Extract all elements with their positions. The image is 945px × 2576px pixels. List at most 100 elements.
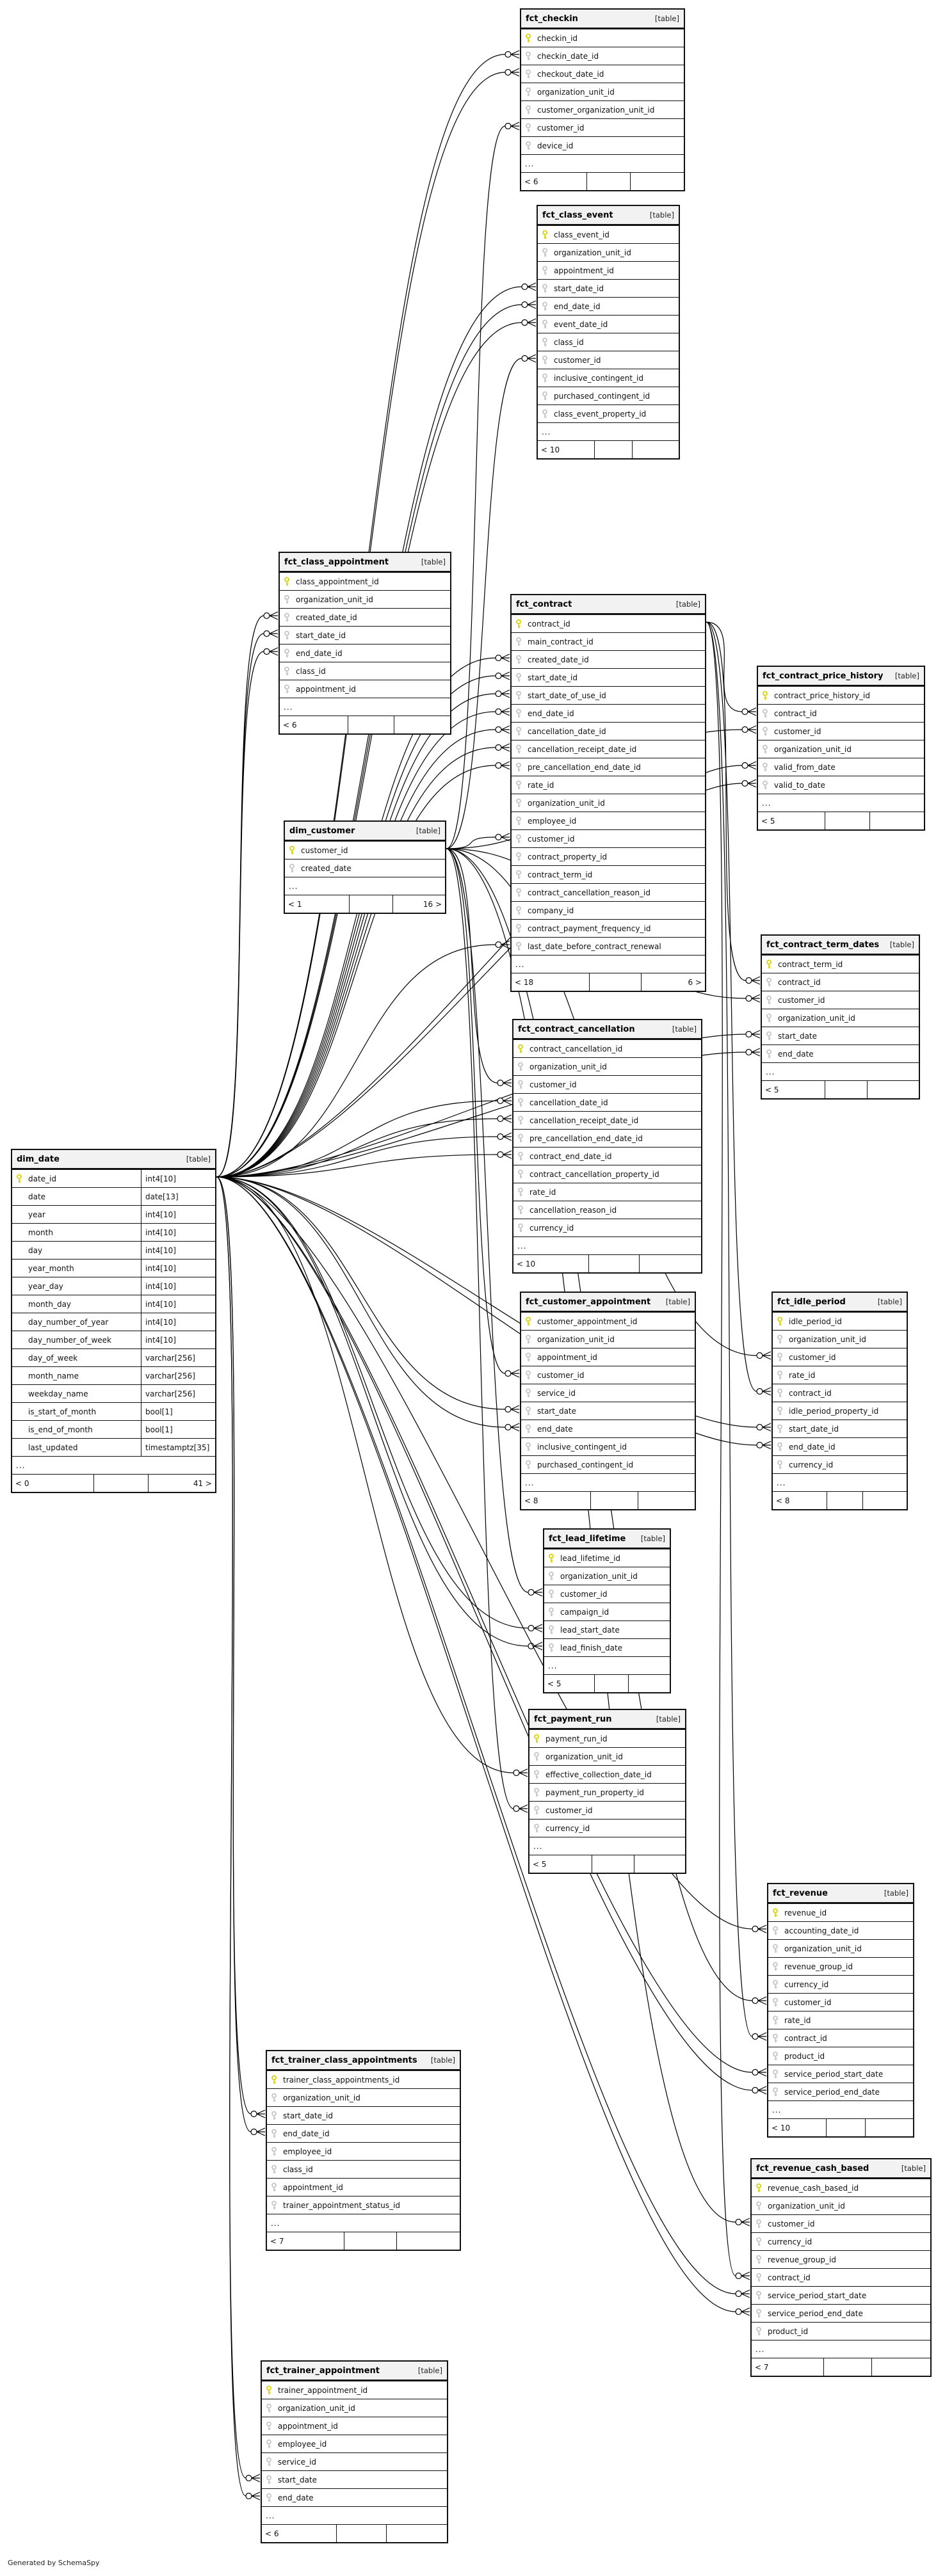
hidden-columns-ellipsis: ... [544, 1656, 670, 1674]
column-name: revenue_group_id [768, 2255, 836, 2264]
table-footer: < 1 16 > [285, 895, 445, 913]
table-header-dim_date[interactable]: dim_date [table] [12, 1150, 215, 1169]
table-header-fct_class_appointment[interactable]: fct_class_appointment [table] [280, 553, 450, 572]
primary-key-icon [762, 691, 770, 701]
table-fct_payment_run[interactable]: fct_payment_run [table] payment_run_id orga… [528, 1709, 686, 1874]
foreign-key-icon [284, 648, 291, 659]
crow-foot-glyph [503, 1132, 512, 1141]
column-name: start_date [778, 1031, 818, 1041]
table-fct_trainer_class_appointments[interactable]: fct_trainer_class_appointments [table] tra… [266, 2050, 461, 2251]
foreign-key-icon [772, 2069, 780, 2079]
column-row-currency_id: currency_id [513, 1219, 701, 1236]
foreign-key-icon [755, 2308, 763, 2319]
table-header-fct_contract_term_dates[interactable]: fct_contract_term_dates [table] [762, 936, 919, 955]
column-row-month_name: month_name varchar[256] [12, 1366, 215, 1385]
degree-hidden-count: < 18 [515, 977, 534, 987]
column-row-customer_id: customer_id [762, 991, 919, 1009]
table-fct_checkin[interactable]: fct_checkin [table] checkin_id checkin_date… [520, 8, 685, 191]
foreign-key-icon [755, 2273, 763, 2283]
column-row-service_period_start_date: service_period_start_date [752, 2286, 930, 2304]
foreign-key-icon [542, 355, 549, 365]
table-header-dim_customer[interactable]: dim_customer [table] [285, 822, 445, 841]
table-tag: [table] [901, 2164, 926, 2173]
column-name: appointment_id [554, 266, 614, 275]
column-row-contract_id: contract_id [758, 704, 924, 722]
foreign-key-icon [533, 1752, 541, 1762]
zero-circle-glyph [756, 1423, 763, 1431]
column-row-main_contract_id: main_contract_id [512, 632, 705, 650]
column-row-cancellation_date_id: cancellation_date_id [512, 722, 705, 740]
table-title: fct_contract [516, 599, 572, 609]
table-dim_date[interactable]: dim_date [table] date_id int4[10] date date[1… [11, 1149, 216, 1493]
column-name: end_date_id [283, 2129, 330, 2138]
table-footer: < 5 [529, 1855, 685, 1873]
degree-children-count [628, 1674, 670, 1693]
foreign-key-icon [515, 906, 523, 916]
column-name: start_date [537, 1406, 577, 1416]
column-name: service_id [278, 2457, 316, 2467]
zero-circle-glyph [528, 1588, 535, 1596]
table-header-fct_revenue_cash_based[interactable]: fct_revenue_cash_based [table] [752, 2159, 930, 2179]
column-row-end_date_id: end_date_id [280, 644, 450, 662]
table-fct_revenue_cash_based[interactable]: fct_revenue_cash_based [table] revenue_cas… [750, 2158, 932, 2377]
column-row-contract_property_id: contract_property_id [512, 847, 705, 865]
column-name: start_date_id [554, 284, 604, 293]
column-name: customer_id [537, 1370, 585, 1380]
column-name: day_number_of_year [28, 1317, 109, 1327]
crow-foot-glyph [757, 2032, 767, 2041]
zero-circle-glyph [250, 2110, 257, 2118]
foreign-key-icon [542, 266, 549, 276]
column-row-trainer_appointment_id: trainer_appointment_id [262, 2381, 447, 2399]
column-row-employee_id: employee_id [512, 812, 705, 829]
zero-circle-glyph [735, 2218, 742, 2226]
degree-middle-cell [588, 973, 642, 991]
table-fct_customer_appointment[interactable]: fct_customer_appointment [table] customer_… [520, 1292, 696, 1510]
fk-edge-fct_lead_lifetime-customer_id [446, 848, 529, 1593]
table-header-fct_idle_period[interactable]: fct_idle_period [table] [773, 1293, 907, 1312]
table-footer: < 5 [762, 1080, 919, 1099]
column-row-organization_unit_id: organization_unit_id [758, 740, 924, 758]
column-name: organization_unit_id [278, 2403, 355, 2413]
column-row-employee_id: employee_id [262, 2435, 447, 2452]
zero-circle-glyph [245, 2474, 252, 2482]
table-header-fct_revenue[interactable]: fct_revenue [table] [768, 1884, 913, 1903]
table-header-fct_lead_lifetime[interactable]: fct_lead_lifetime [table] [544, 1530, 670, 1549]
table-fct_revenue[interactable]: fct_revenue [table] revenue_id accounting_d… [767, 1883, 914, 2138]
table-header-fct_contract[interactable]: fct_contract [table] [512, 595, 705, 614]
table-fct_class_appointment[interactable]: fct_class_appointment [table] class_appoin… [279, 552, 451, 735]
foreign-key-icon [766, 1049, 773, 1059]
column-row-contract_cancellation_property_id: contract_cancellation_property_id [513, 1165, 701, 1183]
table-fct_lead_lifetime[interactable]: fct_lead_lifetime [table] lead_lifetime_id… [543, 1528, 671, 1693]
crow-foot-glyph [501, 671, 510, 680]
table-fct_contract_term_dates[interactable]: fct_contract_term_dates [table] contract_t… [761, 934, 920, 1100]
table-fct_contract_cancellation[interactable]: fct_contract_cancellation [table] contract… [512, 1019, 702, 1274]
column-name: company_id [528, 906, 574, 915]
table-header-fct_trainer_class_appointments[interactable]: fct_trainer_class_appointments [table] [267, 2051, 460, 2070]
table-header-fct_checkin[interactable]: fct_checkin [table] [521, 10, 684, 29]
table-header-fct_customer_appointment[interactable]: fct_customer_appointment [table] [521, 1293, 695, 1312]
table-fct_contract_price_history[interactable]: fct_contract_price_history [table] contrac… [757, 666, 925, 831]
table-header-fct_trainer_appointment[interactable]: fct_trainer_appointment [table] [262, 2362, 447, 2381]
zero-circle-glyph [745, 1048, 752, 1056]
degree-children-count [396, 2232, 460, 2250]
table-fct_idle_period[interactable]: fct_idle_period [table] idle_period_id orga… [771, 1292, 908, 1510]
column-row-currency_id: currency_id [773, 1455, 907, 1473]
column-name: start_date_id [789, 1424, 839, 1434]
table-header-fct_contract_cancellation[interactable]: fct_contract_cancellation [table] [513, 1020, 701, 1039]
table-fct_trainer_appointment[interactable]: fct_trainer_appointment [table] trainer_ap… [261, 2360, 448, 2543]
crow-foot-glyph [527, 300, 537, 309]
column-row-organization_unit_id: organization_unit_id [538, 243, 679, 261]
table-fct_contract[interactable]: fct_contract [table] contract_id main_contr… [510, 594, 706, 992]
table-dim_customer[interactable]: dim_customer [table] customer_id created_da… [284, 820, 446, 914]
degree-children-count [871, 2358, 930, 2376]
zero-circle-glyph [497, 1097, 504, 1105]
zero-circle-glyph [756, 1388, 763, 1395]
primary-key-icon [515, 619, 523, 629]
table-header-fct_class_event[interactable]: fct_class_event [table] [538, 206, 679, 225]
column-name: cancellation_receipt_date_id [529, 1116, 639, 1125]
table-header-fct_contract_price_history[interactable]: fct_contract_price_history [table] [758, 667, 924, 686]
table-header-fct_payment_run[interactable]: fct_payment_run [table] [529, 1710, 685, 1729]
column-row-customer_id: customer_id [529, 1801, 685, 1819]
crow-foot-glyph [503, 1096, 512, 1105]
table-fct_class_event[interactable]: fct_class_event [table] class_event_id orga… [537, 205, 680, 460]
